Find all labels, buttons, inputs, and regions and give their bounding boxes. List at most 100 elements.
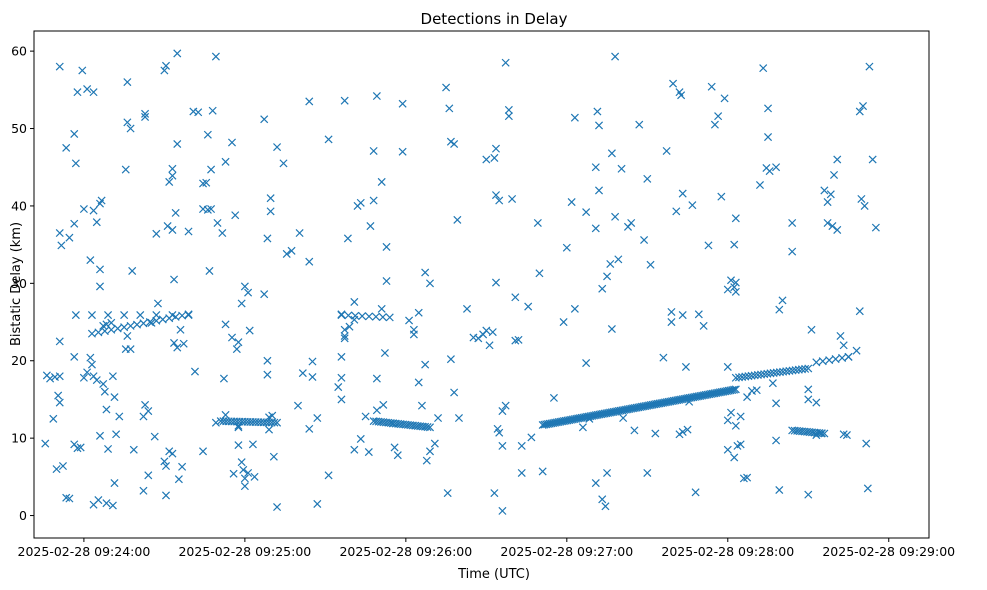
data-point xyxy=(273,503,282,512)
data-point xyxy=(97,196,106,205)
data-point xyxy=(49,414,58,423)
data-point xyxy=(240,474,249,483)
data-point xyxy=(163,222,172,231)
data-point xyxy=(70,129,79,138)
data-point xyxy=(340,331,349,340)
data-point xyxy=(594,121,604,130)
data-point xyxy=(858,102,868,111)
data-point xyxy=(313,413,322,423)
data-point xyxy=(104,444,113,454)
data-point xyxy=(54,391,63,400)
data-point xyxy=(55,398,64,407)
data-point xyxy=(823,198,832,207)
data-point xyxy=(382,276,391,286)
data-point xyxy=(266,207,275,216)
data-point xyxy=(218,229,227,238)
data-point xyxy=(720,94,729,103)
track-point xyxy=(818,357,827,366)
data-point xyxy=(356,198,365,207)
data-point xyxy=(89,88,98,97)
data-point xyxy=(871,223,880,232)
data-point xyxy=(173,49,182,58)
y-tick-label: 40 xyxy=(11,198,27,213)
data-point xyxy=(168,225,177,234)
data-point xyxy=(726,408,736,417)
track-point xyxy=(107,325,116,334)
data-point xyxy=(250,472,259,481)
data-point xyxy=(511,293,520,302)
data-point xyxy=(211,418,220,427)
data-point xyxy=(144,407,153,416)
data-point xyxy=(643,468,652,478)
data-point xyxy=(390,443,399,452)
data-point xyxy=(83,85,92,94)
data-point xyxy=(203,130,212,139)
data-point xyxy=(112,430,121,439)
data-point xyxy=(107,318,116,327)
data-point xyxy=(173,343,182,352)
y-axis-ticks: 0 10 20 30 40 50 60 xyxy=(11,44,34,523)
data-point xyxy=(450,388,459,397)
track-point xyxy=(152,311,161,320)
data-point xyxy=(582,208,591,217)
data-point xyxy=(462,304,472,313)
data-point xyxy=(857,194,866,203)
data-point xyxy=(743,393,752,402)
track-point xyxy=(94,328,103,337)
data-point xyxy=(343,234,352,243)
data-point xyxy=(788,218,797,227)
data-point xyxy=(221,157,230,166)
data-point xyxy=(263,356,272,365)
data-point xyxy=(70,352,79,361)
data-point xyxy=(646,260,655,269)
track-point xyxy=(351,311,360,320)
data-point xyxy=(598,284,607,293)
data-point xyxy=(179,339,188,348)
data-point xyxy=(62,143,71,152)
data-point xyxy=(102,405,111,414)
data-point xyxy=(601,502,610,511)
data-point xyxy=(678,311,687,320)
data-point xyxy=(240,282,249,291)
data-point xyxy=(361,412,370,421)
data-point xyxy=(868,155,877,164)
data-point xyxy=(202,178,211,187)
data-point xyxy=(372,91,381,101)
data-point xyxy=(699,321,708,330)
data-point xyxy=(264,425,274,434)
data-point xyxy=(165,177,174,186)
data-point xyxy=(772,163,781,172)
data-point xyxy=(453,215,462,224)
data-point xyxy=(340,96,349,105)
data-point xyxy=(128,266,137,275)
data-point xyxy=(474,334,483,343)
data-point xyxy=(681,362,690,371)
data-point xyxy=(78,66,87,75)
data-point xyxy=(598,495,607,504)
data-point xyxy=(614,255,623,264)
data-point xyxy=(485,341,494,350)
data-point xyxy=(73,88,82,97)
data-point xyxy=(669,79,678,88)
data-point xyxy=(364,448,373,457)
x-axis-label: Time (UTC) xyxy=(457,567,530,582)
data-point xyxy=(723,362,732,371)
track-point xyxy=(817,429,826,438)
track-point xyxy=(139,319,148,328)
data-point xyxy=(398,99,407,108)
data-point xyxy=(266,194,275,203)
data-point xyxy=(807,325,816,334)
data-point xyxy=(380,348,389,358)
data-point xyxy=(772,399,781,408)
data-point xyxy=(123,331,132,340)
data-point xyxy=(688,201,697,210)
track-point xyxy=(385,313,394,322)
data-point xyxy=(611,52,620,61)
data-point xyxy=(83,368,92,377)
data-point xyxy=(788,247,797,256)
data-point xyxy=(108,372,117,381)
data-point xyxy=(527,433,536,442)
data-point xyxy=(603,272,612,281)
track-point xyxy=(730,385,739,394)
data-point xyxy=(227,138,237,147)
